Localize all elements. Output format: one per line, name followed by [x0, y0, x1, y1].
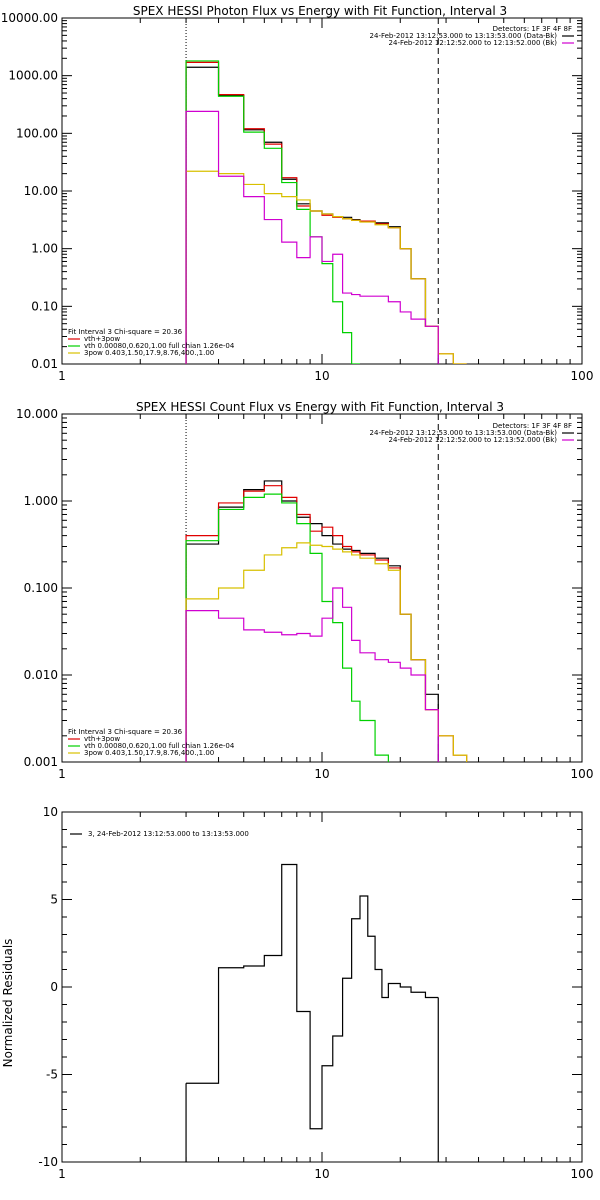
series-background — [185, 110, 439, 364]
residuals-y-axis-label: Normalized Residuals — [1, 939, 15, 1068]
count-flux-title: SPEX HESSI Count Flux vs Energy with Fit… — [136, 400, 504, 414]
count-legend-bk: 24-Feb-2012 12:12:52.000 to 12:13:52.000… — [389, 436, 558, 444]
series-residuals — [186, 863, 439, 1130]
count-fit-vth3pow: vth+3pow — [84, 735, 120, 743]
photon-legend-bk: 24-Feb-2012 12:12:52.000 to 12:13:52.000… — [389, 39, 558, 47]
y-tick-label: 0.010 — [24, 668, 58, 682]
y-tick-label: 0.10 — [31, 299, 58, 313]
residuals-panel: 1 10 100 -10 -5 0 5 10 Normalized Residuals 3, … — [1, 805, 593, 1181]
residuals-legend: 3, 24-Feb-2012 13:12:53.000 to 13:13:53.… — [88, 830, 249, 838]
series-vth — [185, 493, 389, 762]
y-tick-label: 1000.00 — [8, 69, 58, 83]
residuals-plot-area: 1 10 100 -10 -5 0 5 10 — [38, 805, 593, 1181]
x-tick-label: 10 — [314, 369, 329, 383]
photon-flux-title: SPEX HESSI Photon Flux vs Energy with Fi… — [133, 4, 507, 18]
count-flux-legend-top-right: Detectors: 1F 3F 4F 8F 24-Feb-2012 13:12… — [370, 422, 572, 444]
y-tick-label: 10.00 — [24, 184, 58, 198]
y-tick-label: 10000.00 — [1, 11, 58, 25]
photon-legend-data-bk: 24-Feb-2012 13:12:53.000 to 13:13:53.000… — [370, 32, 558, 40]
count-fit-header: Fit Interval 3 Chi-square = 20.36 — [68, 728, 183, 736]
photon-legend-header: Detectors: 1F 3F 4F 8F — [493, 25, 572, 33]
y-tick-label: 100.00 — [16, 126, 58, 140]
photon-fit-3pow: 3pow 0.403,1.50,17.9,8.76,400.,1.00 — [84, 349, 214, 357]
y-tick-label: 5 — [50, 893, 58, 907]
photon-fit-header: Fit Interval 3 Chi-square = 20.36 — [68, 328, 183, 336]
count-flux-panel: SPEX HESSI Count Flux vs Energy with Fit… — [16, 400, 593, 781]
y-tick-label: 0.001 — [24, 755, 58, 769]
x-tick-label: 100 — [571, 369, 594, 383]
series-background — [185, 587, 439, 762]
photon-flux-legend-top-right: Detectors: 1F 3F 4F 8F 24-Feb-2012 13:12… — [370, 25, 572, 47]
series-group — [185, 60, 467, 364]
residuals-legend-entry: 3, 24-Feb-2012 13:12:53.000 to 13:13:53.… — [88, 830, 249, 838]
y-tick-label: 10 — [43, 805, 58, 819]
series-3pow — [185, 170, 467, 364]
count-legend-data-bk: 24-Feb-2012 13:12:53.000 to 13:13:53.000… — [370, 429, 558, 437]
y-tick-label: 0.100 — [24, 581, 58, 595]
series-group — [185, 863, 439, 1162]
y-tick-label: 1.00 — [31, 242, 58, 256]
y-tick-label: -5 — [46, 1068, 58, 1082]
series-vth — [185, 60, 360, 364]
count-fit-3pow: 3pow 0.403,1.50,17.9,8.76,400.,1.00 — [84, 749, 214, 757]
photon-flux-legend-bottom-left: Fit Interval 3 Chi-square = 20.36 vth+3p… — [68, 328, 235, 357]
y-tick-label: 10.000 — [16, 407, 58, 421]
photon-flux-panel: SPEX HESSI Photon Flux vs Energy with Fi… — [1, 4, 594, 383]
y-tick-label: 1.000 — [24, 494, 58, 508]
series-group — [185, 480, 468, 762]
x-tick-label: 10 — [314, 767, 329, 781]
x-tick-label: 100 — [571, 767, 594, 781]
y-tick-label: 0.01 — [31, 357, 58, 371]
x-tick-label: 1 — [58, 369, 66, 383]
count-flux-plot-area: 1 10 100 0.001 0.010 0.100 1.000 10.000 — [16, 407, 593, 781]
count-fit-vth: vth 0.00080,0.620,1.00 full chian 1.26e-… — [84, 742, 235, 750]
x-tick-label: 1 — [58, 1167, 66, 1181]
x-tick-label: 100 — [571, 1167, 594, 1181]
count-flux-legend-bottom-left: Fit Interval 3 Chi-square = 20.36 vth+3p… — [68, 728, 235, 757]
y-tick-label: -10 — [38, 1155, 58, 1169]
y-tick-label: 0 — [50, 980, 58, 994]
photon-flux-plot-area: 1 10 100 0.01 0.10 1.00 10.00 100.00 1000.00 1000… — [1, 11, 594, 383]
photon-fit-vth: vth 0.00080,0.620,1.00 full chian 1.26e-… — [84, 342, 235, 350]
x-tick-label: 10 — [314, 1167, 329, 1181]
x-tick-label: 1 — [58, 767, 66, 781]
photon-fit-vth3pow: vth+3pow — [84, 335, 120, 343]
count-legend-header: Detectors: 1F 3F 4F 8F — [493, 422, 572, 430]
